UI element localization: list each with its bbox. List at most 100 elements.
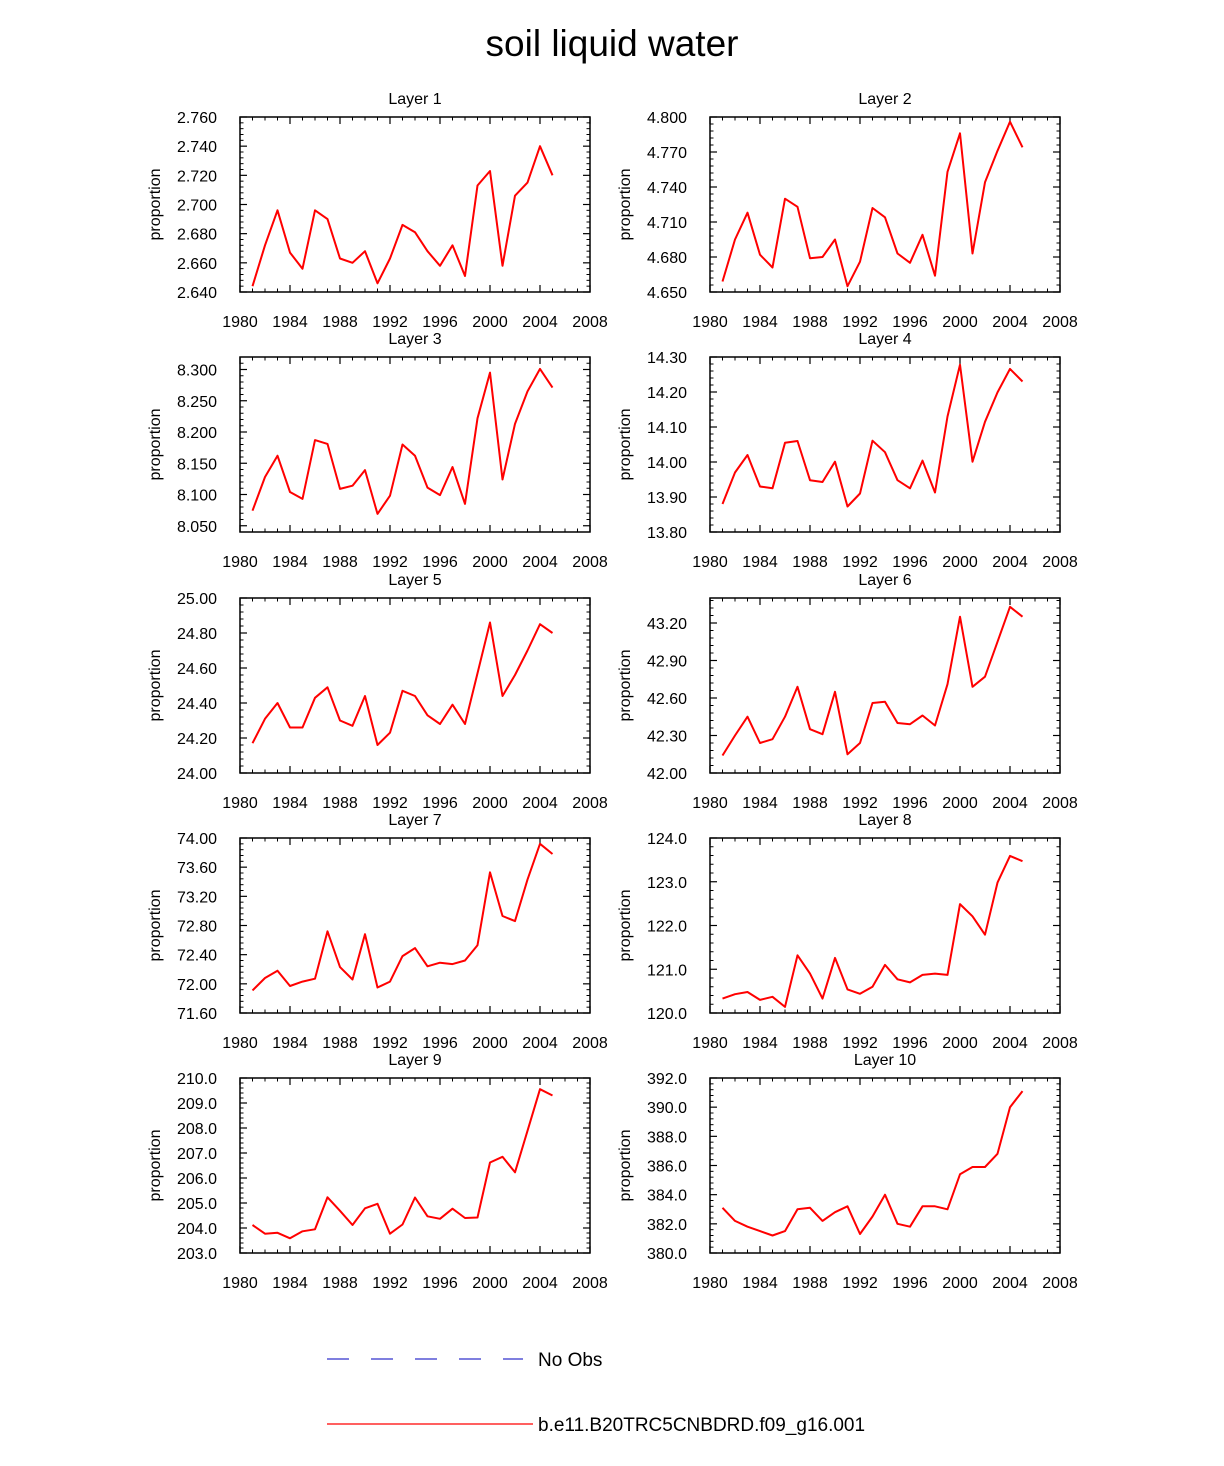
x-tick-label: 2008 [1042,554,1078,571]
y-tick-label: 42.90 [647,654,687,671]
y-tick-label: 8.250 [177,394,217,411]
x-tick-label: 1980 [222,1275,258,1292]
y-tick-label: 42.00 [647,766,687,783]
y-axis-label: proportion [147,649,164,721]
plot-frame [709,837,1061,1014]
x-tick-label: 1988 [792,314,828,331]
panel-layer-8: Layer 8 proportion 1980 1984 1988 1992 1996 200… [617,812,1078,1052]
plot-frame [709,356,1061,533]
plot-frame [239,356,591,533]
y-tick-label: 43.20 [647,616,687,633]
y-tick-label: 122.0 [647,919,687,936]
y-tick-label: 2.760 [177,110,217,127]
x-tick-label: 1992 [842,1035,878,1052]
y-tick-label: 72.00 [177,977,217,994]
x-tick-label: 2004 [992,1035,1028,1052]
panel-layer-7: Layer 7 proportion 1980 1984 1988 1992 1996 200… [147,812,608,1052]
x-tick-label: 2000 [472,314,508,331]
y-tick-label: 384.0 [647,1188,687,1205]
y-tick-label: 2.740 [177,139,217,156]
x-tick-label: 1992 [372,314,408,331]
x-tick-label: 1988 [792,1035,828,1052]
x-tick-label: 1988 [792,795,828,812]
y-tick-label: 73.60 [177,860,217,877]
x-tick-label: 2000 [472,1275,508,1292]
x-tick-label: 1984 [272,795,308,812]
panel-title: Layer 2 [858,91,911,108]
y-tick-label: 207.0 [177,1146,217,1163]
y-tick-label: 4.800 [647,110,687,127]
plot-frame [239,837,591,1014]
y-tick-label: 382.0 [647,1217,687,1234]
panel-title: Layer 8 [858,812,911,829]
x-tick-label: 1980 [692,554,728,571]
x-tick-label: 1992 [372,795,408,812]
x-tick-label: 1984 [272,554,308,571]
x-tick-label: 2004 [522,314,558,331]
y-tick-label: 209.0 [177,1096,217,1113]
panel-title: Layer 10 [854,1052,916,1069]
x-tick-label: 1988 [322,554,358,571]
x-tick-label: 2000 [942,554,978,571]
x-tick-label: 1996 [892,795,928,812]
x-tick-label: 2008 [1042,1035,1078,1052]
x-tick-label: 2000 [472,554,508,571]
x-tick-label: 1980 [692,1275,728,1292]
x-tick-label: 1992 [372,1275,408,1292]
x-tick-label: 1996 [422,1275,458,1292]
x-tick-label: 2004 [522,795,558,812]
x-tick-label: 1992 [842,795,878,812]
x-tick-label: 1984 [742,1035,778,1052]
panel-layer-1: Layer 1 proportion 1980 1984 1988 1992 1996 200… [147,91,608,331]
x-tick-label: 2000 [942,795,978,812]
x-tick-label: 1996 [422,795,458,812]
x-tick-label: 2000 [942,1275,978,1292]
plot-frame [709,1077,1061,1254]
panel-layer-6: Layer 6 proportion 1980 1984 1988 1992 1996 200… [617,572,1078,812]
x-tick-label: 1980 [692,795,728,812]
y-tick-label: 24.20 [177,731,217,748]
x-tick-label: 2004 [522,1035,558,1052]
y-tick-label: 4.650 [647,285,687,302]
x-tick-label: 2004 [992,1275,1028,1292]
panel-title: Layer 5 [388,572,441,589]
y-tick-label: 74.00 [177,831,217,848]
x-tick-label: 1996 [422,554,458,571]
series-line [251,145,554,287]
y-tick-label: 203.0 [177,1246,217,1263]
x-tick-label: 2008 [1042,1275,1078,1292]
y-axis-label: proportion [617,649,634,721]
y-tick-label: 2.720 [177,168,217,185]
x-tick-label: 1996 [892,314,928,331]
x-tick-label: 2008 [572,795,608,812]
y-tick-label: 205.0 [177,1196,217,1213]
x-tick-label: 1984 [272,314,308,331]
x-tick-label: 1980 [692,1035,728,1052]
series-line [721,605,1024,757]
x-tick-label: 2008 [1042,795,1078,812]
x-tick-label: 1996 [422,314,458,331]
panel-title: Layer 3 [388,331,441,348]
y-tick-label: 8.050 [177,519,217,536]
y-tick-label: 390.0 [647,1100,687,1117]
y-axis-label: proportion [617,1129,634,1201]
y-tick-label: 24.00 [177,766,217,783]
y-tick-label: 8.300 [177,363,217,380]
x-tick-label: 1988 [792,554,828,571]
y-tick-label: 386.0 [647,1159,687,1176]
y-tick-label: 124.0 [647,831,687,848]
y-tick-label: 2.680 [177,227,217,244]
y-tick-label: 8.100 [177,488,217,505]
x-tick-label: 1980 [692,314,728,331]
panel-layer-5: Layer 5 proportion 1980 1984 1988 1992 1996 200… [147,572,608,812]
x-tick-label: 1984 [272,1035,308,1052]
legend-no-obs-label: No Obs [538,1350,602,1371]
panel-layer-2: Layer 2 proportion 1980 1984 1988 1992 1996 200… [617,91,1078,331]
y-tick-label: 4.680 [647,250,687,267]
plot-frame [709,597,1061,774]
y-tick-label: 71.60 [177,1006,217,1023]
y-tick-label: 42.30 [647,729,687,746]
x-tick-label: 1992 [842,314,878,331]
x-tick-label: 1980 [222,1035,258,1052]
